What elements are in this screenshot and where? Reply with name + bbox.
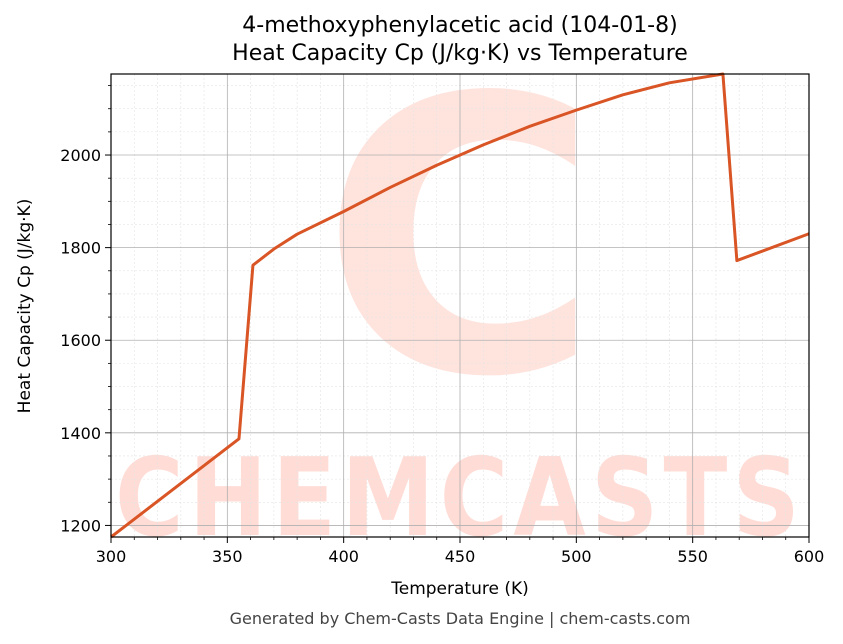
y-tick-label: 1400 xyxy=(60,424,101,443)
y-axis-ticks: 1200 1400 1600 1800 2000 xyxy=(60,85,111,535)
y-tick-label: 2000 xyxy=(60,146,101,165)
footer-credit: Generated by Chem-Casts Data Engine | ch… xyxy=(230,609,691,628)
x-tick-label: 600 xyxy=(794,547,825,566)
cp-series-line xyxy=(110,72,810,539)
x-axis-ticks: 300 350 400 450 500 550 600 xyxy=(96,537,825,566)
y-axis-label: Heat Capacity Cp (J/kg·K) xyxy=(15,199,35,414)
chart-title-line1: 4-methoxyphenylacetic acid (104-01-8) xyxy=(242,13,677,38)
y-tick-label: 1600 xyxy=(60,331,101,350)
watermark-text: CHEMCASTS xyxy=(115,436,805,561)
y-tick-label: 1200 xyxy=(60,516,101,535)
x-tick-label: 500 xyxy=(561,547,592,566)
y-tick-label: 1800 xyxy=(60,239,101,258)
chart-title-line2: Heat Capacity Cp (J/kg·K) vs Temperature xyxy=(232,41,688,66)
x-tick-label: 350 xyxy=(212,547,243,566)
x-tick-label: 400 xyxy=(328,547,359,566)
x-axis-label: Temperature (K) xyxy=(390,579,529,599)
x-tick-label: 450 xyxy=(445,547,476,566)
x-tick-label: 300 xyxy=(96,547,127,566)
x-tick-label: 550 xyxy=(677,547,708,566)
